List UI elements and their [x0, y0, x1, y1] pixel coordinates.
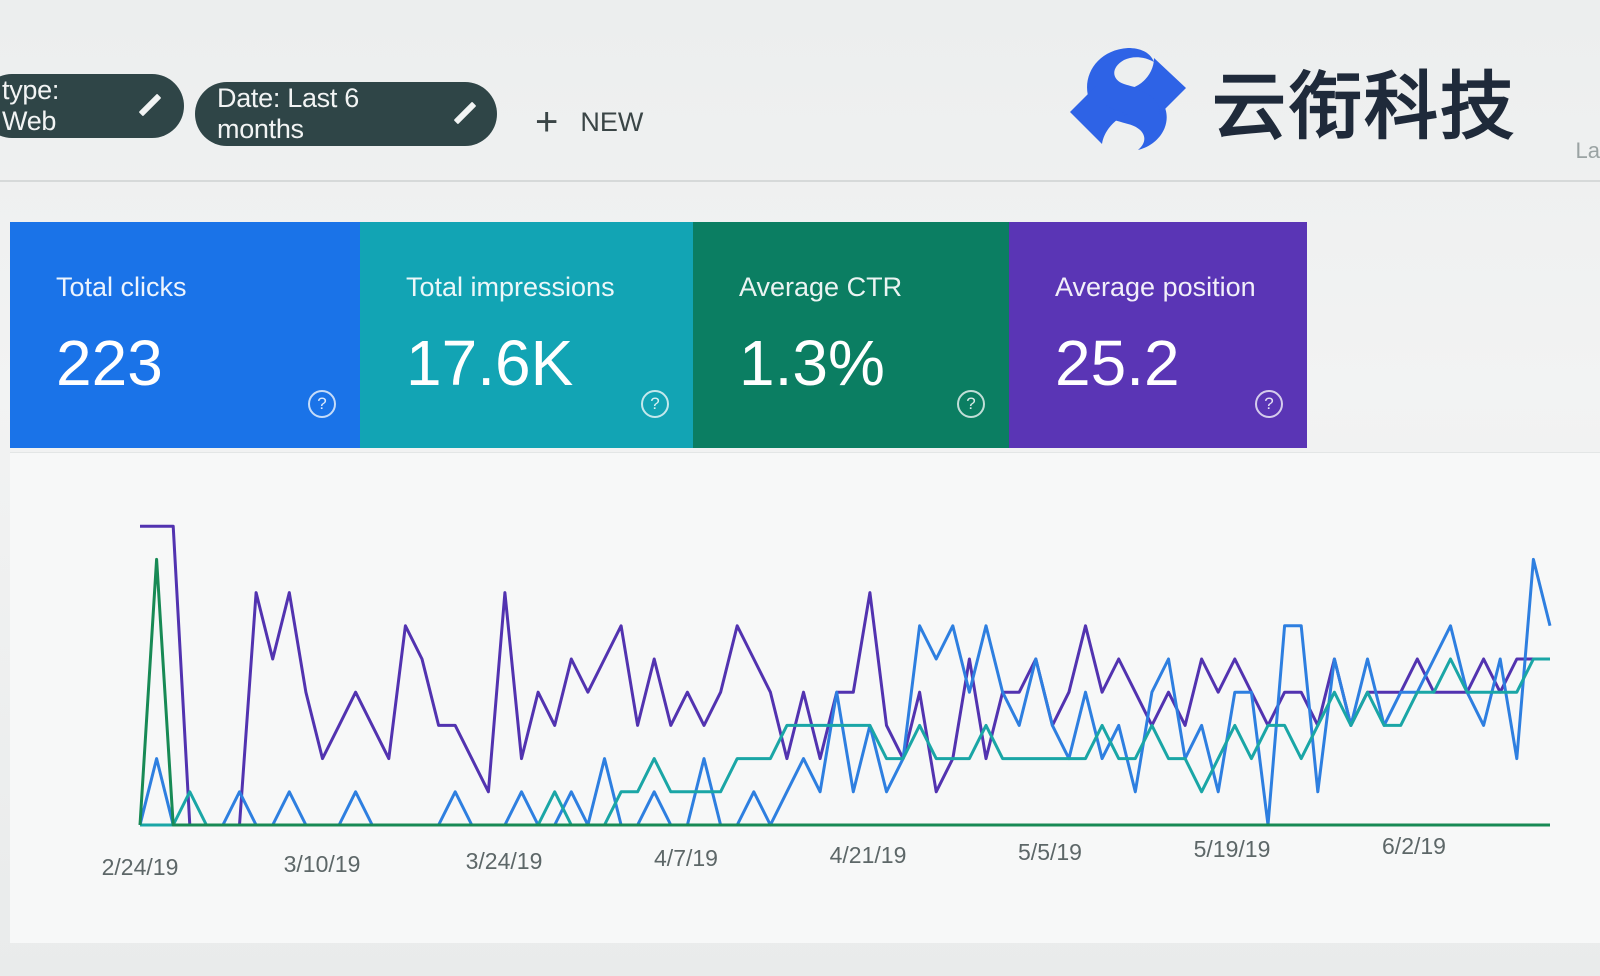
x-tick-label: 6/2/19	[1382, 833, 1446, 859]
metric-value: 1.3%	[739, 327, 885, 399]
date-filter-label: Date: Last 6 months	[217, 83, 359, 144]
metric-card-average-ctr[interactable]: Average CTR 1.3% ?	[693, 222, 1009, 448]
metric-card-total-impressions[interactable]: Total impressions 17.6K ?	[360, 222, 693, 448]
x-tick-label: 5/5/19	[1018, 839, 1082, 865]
x-tick-label: 5/19/19	[1194, 836, 1271, 862]
brand-logo-text: 云衔科技	[1212, 63, 1516, 150]
help-icon[interactable]: ?	[1255, 390, 1283, 418]
chart-series-line-3	[138, 557, 1550, 827]
x-tick-label: 3/24/19	[466, 848, 543, 874]
x-tick-label: 2/24/19	[102, 854, 179, 880]
performance-chart: 2/24/19 3/10/19 3/24/19 4/7/19 4/21/19 5/5/19…	[10, 452, 1600, 943]
new-filter-button[interactable]: + NEW	[535, 100, 643, 144]
x-tick-label: 3/10/19	[284, 851, 361, 877]
filter-bar: type: Web Date: Last 6 months + NEW	[0, 70, 1600, 182]
metric-cards: Total clicks 223 ? Total impressions 17.…	[10, 222, 1307, 452]
new-filter-label: NEW	[580, 106, 644, 137]
metric-card-average-position[interactable]: Average position 25.2 ?	[1009, 222, 1307, 448]
pencil-icon[interactable]	[138, 94, 162, 118]
pencil-icon[interactable]	[453, 102, 475, 126]
metric-card-total-clicks[interactable]: Total clicks 223 ?	[10, 222, 360, 448]
metric-value: 223	[56, 327, 163, 399]
help-icon[interactable]: ?	[308, 390, 336, 418]
performance-chart-svg: 2/24/19 3/10/19 3/24/19 4/7/19 4/21/19 5/5/19…	[102, 524, 1552, 880]
metric-label: Average CTR	[739, 272, 903, 302]
plus-icon: +	[535, 100, 559, 144]
chart-series-line-0	[140, 524, 1550, 827]
logo-mark-icon	[1070, 48, 1186, 150]
x-tick-label: 4/21/19	[830, 842, 907, 868]
help-icon[interactable]: ?	[957, 390, 985, 418]
metric-value: 17.6K	[406, 327, 574, 399]
metric-label: Average position	[1055, 272, 1256, 302]
x-tick-label: 4/7/19	[654, 845, 718, 871]
brand-logo: 云衔科技	[1066, 40, 1516, 160]
search-type-filter-label: type: Web	[2, 75, 60, 136]
truncated-label: La	[1575, 138, 1600, 163]
metric-value: 25.2	[1055, 327, 1180, 399]
search-type-filter-chip[interactable]: type: Web	[0, 74, 184, 138]
help-icon[interactable]: ?	[641, 390, 669, 418]
metric-label: Total impressions	[406, 272, 615, 302]
metric-label: Total clicks	[56, 272, 187, 302]
date-filter-chip[interactable]: Date: Last 6 months	[195, 82, 497, 146]
